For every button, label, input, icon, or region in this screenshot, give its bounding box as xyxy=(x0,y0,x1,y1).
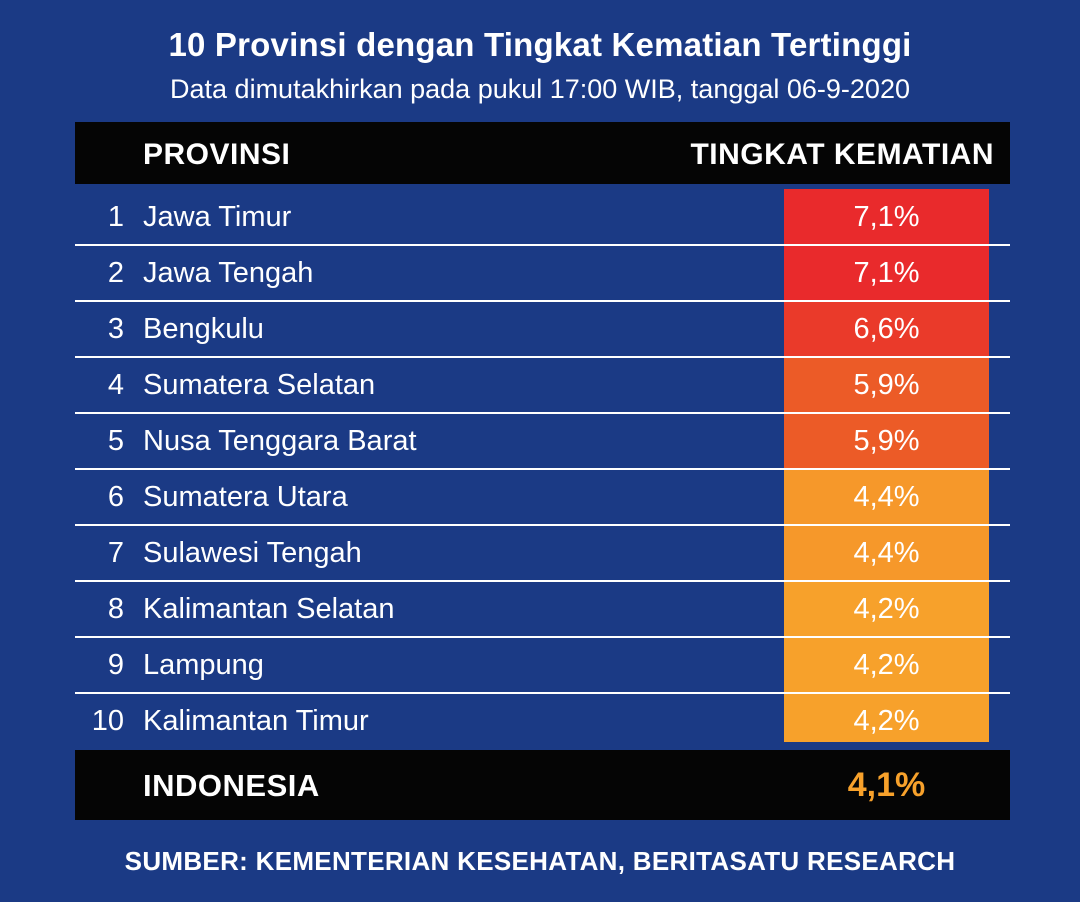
row-rate-value: 5,9% xyxy=(853,369,920,401)
row-province: Sulawesi Tengah xyxy=(143,537,362,569)
row-rate-value: 4,4% xyxy=(853,481,920,513)
rate-cell-bg xyxy=(784,245,989,301)
row-rank: 7 xyxy=(107,537,124,569)
row-rate-value: 4,4% xyxy=(853,537,920,569)
row-province: Bengkulu xyxy=(143,313,264,345)
rate-cell-bg xyxy=(784,301,989,357)
rate-cell-bg xyxy=(784,189,989,245)
row-divider xyxy=(75,524,1010,526)
row-rank: 8 xyxy=(107,593,124,625)
row-province: Nusa Tenggara Barat xyxy=(143,425,417,457)
chart-subtitle: Data dimutakhirkan pada pukul 17:00 WIB,… xyxy=(170,74,910,104)
row-rank: 3 xyxy=(107,313,124,345)
rate-cell-bg xyxy=(784,469,989,525)
rate-cell-bg xyxy=(784,637,989,693)
row-rank: 10 xyxy=(91,705,124,737)
row-rate-value: 7,1% xyxy=(853,257,920,289)
row-divider xyxy=(75,636,1010,638)
row-rate-value: 4,2% xyxy=(853,649,920,681)
row-province: Jawa Timur xyxy=(143,201,292,233)
table-header: PROVINSI TINGKAT KEMATIAN xyxy=(75,122,1010,184)
row-rank: 9 xyxy=(107,649,124,681)
row-rate-value: 4,2% xyxy=(853,593,920,625)
row-divider xyxy=(75,468,1010,470)
row-rank: 6 xyxy=(107,481,124,513)
row-divider xyxy=(75,300,1010,302)
row-rate-value: 4,2% xyxy=(853,705,920,737)
rate-cell-bg xyxy=(784,413,989,469)
row-province: Jawa Tengah xyxy=(143,257,314,289)
row-rank: 1 xyxy=(107,201,124,233)
row-divider xyxy=(75,580,1010,582)
row-rank: 5 xyxy=(107,425,124,457)
total-row: INDONESIA 4,1% xyxy=(75,750,1010,820)
row-rate-value: 5,9% xyxy=(853,425,920,457)
rate-cell-bg xyxy=(784,693,989,742)
row-province: Sumatera Selatan xyxy=(143,369,376,401)
row-province: Lampung xyxy=(143,649,264,681)
source-note: SUMBER: KEMENTERIAN KESEHATAN, BERITASAT… xyxy=(124,846,956,876)
row-divider xyxy=(75,356,1010,358)
row-rate-value: 6,6% xyxy=(853,313,920,345)
row-rank: 2 xyxy=(107,257,124,289)
rate-cell-bg xyxy=(784,357,989,413)
row-divider xyxy=(75,412,1010,414)
rate-cell-bg xyxy=(784,581,989,637)
row-rank: 4 xyxy=(107,369,124,401)
rate-cell-bg xyxy=(784,525,989,581)
row-divider xyxy=(75,692,1010,694)
total-value: 4,1% xyxy=(847,766,926,804)
column-header-rate: TINGKAT KEMATIAN xyxy=(690,138,994,171)
row-divider xyxy=(75,244,1010,246)
column-header-province: PROVINSI xyxy=(143,138,291,171)
row-province: Sumatera Utara xyxy=(143,481,348,513)
row-province: Kalimantan Timur xyxy=(143,705,369,737)
row-rate-value: 7,1% xyxy=(853,201,920,233)
total-label: INDONESIA xyxy=(143,768,320,803)
row-province: Kalimantan Selatan xyxy=(143,593,395,625)
chart-title: 10 Provinsi dengan Tingkat Kematian Tert… xyxy=(168,26,912,63)
